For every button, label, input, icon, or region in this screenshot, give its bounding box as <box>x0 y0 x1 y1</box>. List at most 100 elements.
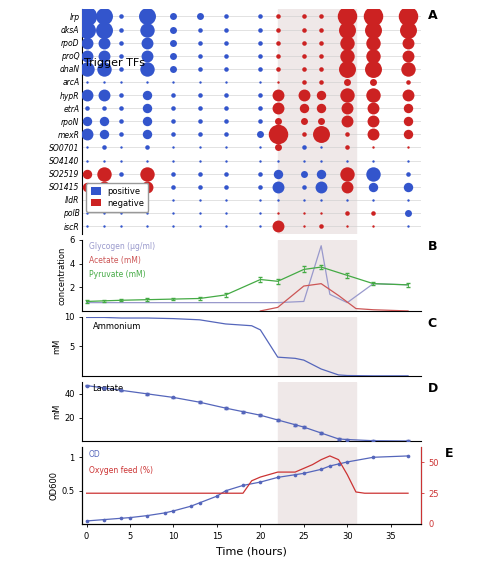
Point <box>334 434 342 444</box>
Text: D: D <box>428 382 438 395</box>
Text: A: A <box>428 9 438 22</box>
Text: Acetate (mM): Acetate (mM) <box>89 256 141 265</box>
Point <box>100 64 108 73</box>
Point <box>196 398 203 407</box>
Point <box>404 209 412 218</box>
Text: Trigger TFs: Trigger TFs <box>84 58 145 68</box>
Point <box>118 221 125 230</box>
Point <box>404 51 412 60</box>
Point <box>369 195 377 205</box>
Point <box>343 51 351 60</box>
Point <box>318 129 325 139</box>
Point <box>196 51 203 60</box>
Point <box>274 129 282 139</box>
Point <box>118 209 125 218</box>
Point <box>100 143 108 152</box>
Point <box>300 422 308 431</box>
Text: Ammonium: Ammonium <box>92 321 141 331</box>
Point <box>369 156 377 165</box>
Point <box>257 209 264 218</box>
Point <box>118 129 125 139</box>
Point <box>404 169 412 178</box>
Point <box>118 51 125 60</box>
Point <box>300 104 308 113</box>
Point <box>118 77 125 87</box>
Point <box>118 38 125 47</box>
Point <box>100 156 108 165</box>
Point <box>118 64 125 73</box>
Point <box>118 386 125 395</box>
Point <box>144 25 151 34</box>
Point <box>274 117 282 126</box>
Point <box>343 64 351 73</box>
Point <box>257 195 264 205</box>
Point <box>118 513 125 523</box>
Point <box>300 195 308 205</box>
Point <box>404 143 412 152</box>
Point <box>369 169 377 178</box>
Point <box>222 129 229 139</box>
Point <box>169 169 177 178</box>
Point <box>161 508 169 517</box>
Point <box>300 221 308 230</box>
Point <box>196 91 203 100</box>
Point <box>169 221 177 230</box>
Point <box>222 403 229 413</box>
Point <box>144 51 151 60</box>
Bar <box>278 447 356 524</box>
Point <box>144 169 151 178</box>
Point <box>100 104 108 113</box>
Point <box>222 169 229 178</box>
Point <box>118 156 125 165</box>
Point <box>274 25 282 34</box>
Point <box>144 91 151 100</box>
Point <box>83 381 91 390</box>
Point <box>404 117 412 126</box>
Point <box>169 77 177 87</box>
Point <box>83 169 91 178</box>
Point <box>196 12 203 21</box>
Point <box>169 156 177 165</box>
Point <box>300 25 308 34</box>
Point <box>100 25 108 34</box>
Point <box>144 143 151 152</box>
Point <box>118 25 125 34</box>
Point <box>257 77 264 87</box>
Point <box>274 64 282 73</box>
Point <box>318 64 325 73</box>
Point <box>118 91 125 100</box>
Y-axis label: mM: mM <box>52 339 61 354</box>
Point <box>222 25 229 34</box>
Point <box>291 470 299 479</box>
Point <box>222 38 229 47</box>
Point <box>300 143 308 152</box>
Point <box>404 12 412 21</box>
Point <box>169 195 177 205</box>
Point <box>196 38 203 47</box>
Point <box>144 104 151 113</box>
Point <box>343 77 351 87</box>
Point <box>222 209 229 218</box>
Text: Oxygen feed (%): Oxygen feed (%) <box>89 466 153 476</box>
Point <box>118 195 125 205</box>
Point <box>369 77 377 87</box>
Point <box>196 117 203 126</box>
Point <box>169 25 177 34</box>
Point <box>274 182 282 191</box>
Point <box>404 77 412 87</box>
Point <box>369 182 377 191</box>
Point <box>369 117 377 126</box>
Point <box>144 156 151 165</box>
Point <box>343 91 351 100</box>
Point <box>404 452 412 461</box>
Point <box>369 453 377 462</box>
Point <box>300 156 308 165</box>
Point <box>369 51 377 60</box>
Point <box>369 25 377 34</box>
Point <box>334 460 342 469</box>
Point <box>274 169 282 178</box>
Point <box>300 91 308 100</box>
Point <box>274 209 282 218</box>
Point <box>404 156 412 165</box>
Point <box>83 25 91 34</box>
